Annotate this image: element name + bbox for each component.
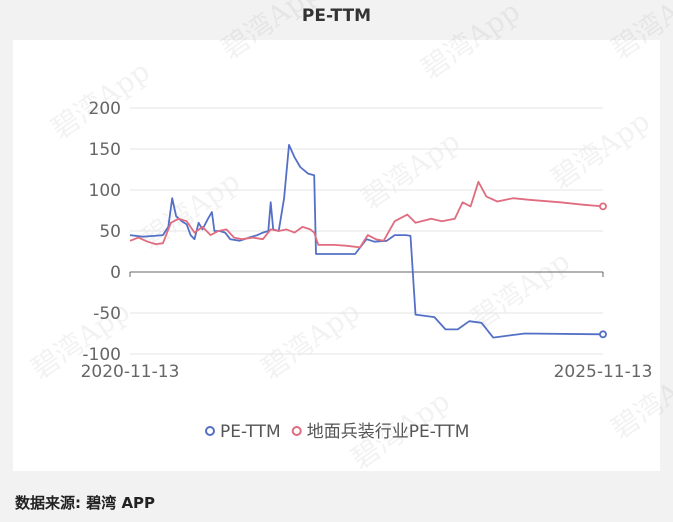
series-end-marker bbox=[599, 330, 607, 339]
watermark-text: 碧湾App bbox=[545, 104, 656, 195]
y-tick-label: 150 bbox=[89, 140, 121, 160]
legend-label-1: PE-TTM bbox=[220, 422, 281, 442]
legend-marker-2 bbox=[291, 426, 302, 436]
x-tick-label: 2020-11-13 bbox=[81, 362, 180, 382]
y-tick-label: 0 bbox=[110, 263, 121, 283]
y-tick-label: 200 bbox=[89, 99, 121, 119]
y-tick-label: -100 bbox=[82, 345, 121, 365]
y-tick-label: -50 bbox=[93, 304, 121, 324]
legend-label-2: 地面兵装行业PE-TTM bbox=[307, 422, 470, 442]
grid-lines bbox=[130, 107, 603, 355]
legend-marker-1 bbox=[205, 426, 215, 436]
legend: PE-TTM 地面兵装行业PE-TTM bbox=[205, 422, 470, 442]
series-end-marker bbox=[599, 202, 607, 211]
data-source-footer: 数据来源: 碧湾 APP bbox=[15, 494, 156, 512]
series-lines bbox=[129, 144, 607, 339]
series-line-1 bbox=[129, 144, 604, 339]
watermark-text: 碧湾App bbox=[415, 0, 526, 86]
series-line-2 bbox=[129, 180, 604, 249]
y-tick-label: 50 bbox=[99, 222, 121, 242]
watermark-text: 碧湾App bbox=[605, 0, 673, 66]
chart-panel bbox=[13, 40, 660, 471]
watermark-text: 碧湾App bbox=[355, 124, 466, 215]
x-tick-label: 2025-11-13 bbox=[554, 362, 653, 382]
y-tick-label: 100 bbox=[89, 181, 121, 201]
chart-title: PE-TTM bbox=[301, 6, 372, 26]
x-axis: 2020-11-13 2025-11-13 bbox=[81, 272, 653, 382]
watermark-text: 碧湾App bbox=[215, 0, 326, 66]
watermark-text: 碧湾App bbox=[255, 294, 366, 385]
y-tick-labels: 200 150 100 50 0 -50 -100 bbox=[82, 99, 121, 365]
